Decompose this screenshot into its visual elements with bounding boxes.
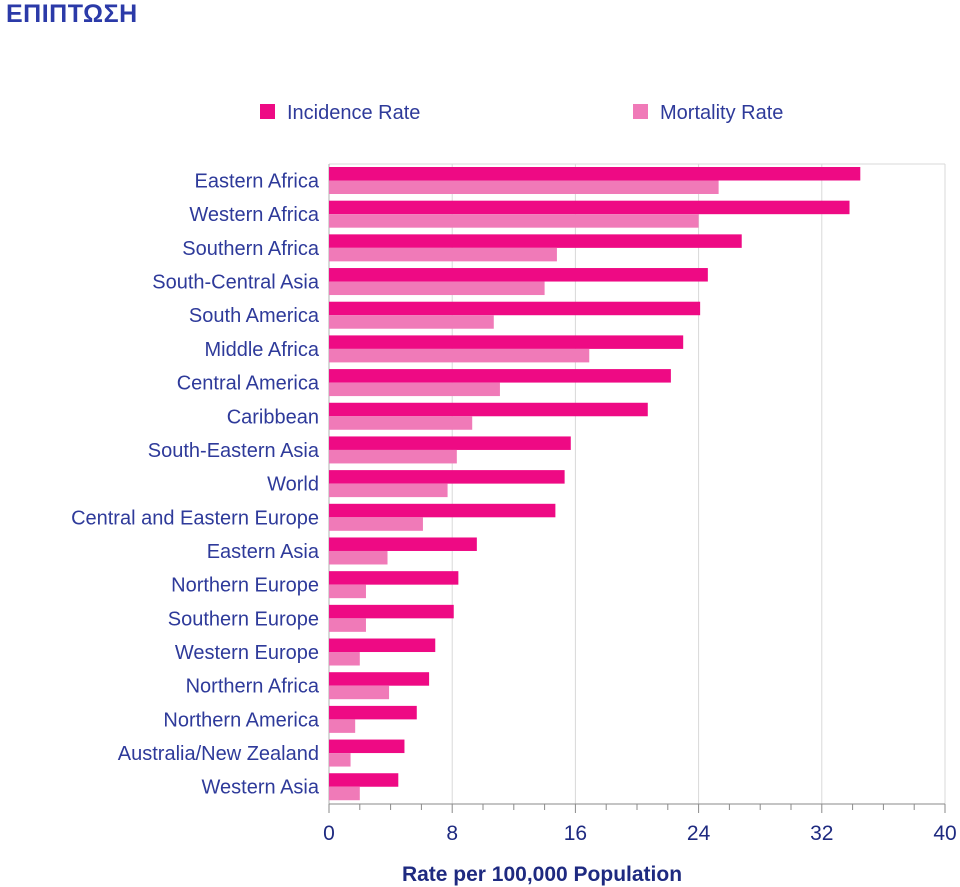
x-axis-title: Rate per 100,000 Population xyxy=(402,863,682,886)
mortality-bar xyxy=(329,214,699,228)
category-label: Northern America xyxy=(163,709,319,731)
mortality-bar xyxy=(329,483,448,498)
incidence-bar xyxy=(329,739,405,754)
category-label: Middle Africa xyxy=(205,339,320,361)
mortality-bar xyxy=(329,315,494,329)
mortality-bar xyxy=(329,180,719,194)
x-tick-label: 0 xyxy=(323,822,335,845)
incidence-bar xyxy=(329,301,701,316)
category-label: Western Asia xyxy=(202,777,320,799)
mortality-bar xyxy=(329,550,388,565)
category-label: Western Africa xyxy=(189,204,320,226)
x-axis: 0 8 16 24 32 40 xyxy=(323,803,957,845)
mortality-bar xyxy=(329,618,366,632)
legend: Incidence Rate Mortality Rate xyxy=(260,102,783,124)
incidence-bar xyxy=(329,436,571,450)
x-tick-label: 24 xyxy=(687,822,711,845)
incidence-bar xyxy=(329,200,850,215)
x-tick-label: 40 xyxy=(933,822,956,845)
mortality-bar xyxy=(329,719,356,733)
mortality-bar xyxy=(329,517,423,531)
category-label: Northern Europe xyxy=(171,575,319,597)
category-label: World xyxy=(267,474,319,496)
page-title: ΕΠΙΠΤΩΣΗ xyxy=(6,0,138,28)
mortality-bar xyxy=(329,416,473,430)
incidence-bar xyxy=(329,402,648,417)
category-label: South-Central Asia xyxy=(152,272,320,294)
incidence-bar xyxy=(329,604,454,619)
mortality-bar xyxy=(329,685,390,700)
category-label: Southern Europe xyxy=(168,608,319,630)
incidence-bar xyxy=(329,571,459,585)
category-label: Western Europe xyxy=(175,642,319,664)
category-labels: Eastern Africa Western Africa Southern Afr… xyxy=(71,171,320,799)
x-tick-label: 32 xyxy=(810,822,833,845)
x-tick-label: 16 xyxy=(564,822,587,845)
legend-label: Incidence Rate xyxy=(287,102,420,124)
category-label: Northern Africa xyxy=(186,676,320,698)
category-label: Eastern Africa xyxy=(194,171,319,193)
category-label: Southern Africa xyxy=(182,238,320,260)
category-label: Eastern Asia xyxy=(207,541,320,563)
incidence-bar xyxy=(329,773,399,787)
category-label: Australia/New Zealand xyxy=(118,743,319,765)
legend-label: Mortality Rate xyxy=(660,102,783,124)
incidence-bar xyxy=(329,234,742,248)
incidence-bar xyxy=(329,167,861,181)
category-label: South-Eastern Asia xyxy=(148,440,320,462)
category-label: Central and Eastern Europe xyxy=(71,507,319,529)
incidence-bar xyxy=(329,369,671,383)
incidence-bar xyxy=(329,672,430,686)
mortality-bar xyxy=(329,247,557,262)
mortality-bar xyxy=(329,652,360,666)
legend-swatch xyxy=(633,104,648,119)
legend-swatch xyxy=(260,104,275,119)
mortality-bar xyxy=(329,281,545,296)
incidence-bar xyxy=(329,335,684,349)
mortality-bar xyxy=(329,786,360,801)
incidence-bar xyxy=(329,268,708,282)
category-label: Caribbean xyxy=(227,406,319,428)
category-label: South America xyxy=(189,305,320,327)
category-label: Central America xyxy=(177,373,320,395)
incidence-bar xyxy=(329,705,417,720)
mortality-bar xyxy=(329,382,500,397)
incidence-bar xyxy=(329,638,436,653)
mortality-bar xyxy=(329,584,366,599)
x-tick-label: 8 xyxy=(446,822,458,845)
mortality-bar xyxy=(329,348,590,363)
incidence-bar xyxy=(329,470,565,484)
bars xyxy=(329,167,861,801)
incidence-bar xyxy=(329,537,477,551)
incidence-bar xyxy=(329,503,556,518)
mortality-bar xyxy=(329,753,351,767)
mortality-bar xyxy=(329,449,457,464)
